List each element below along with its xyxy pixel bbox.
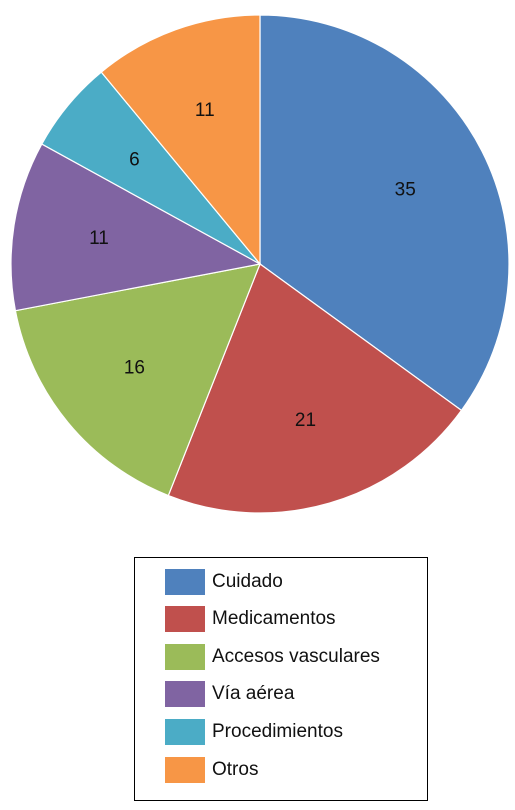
legend-swatch-otros bbox=[165, 757, 205, 783]
pie-slice-cuidado bbox=[259, 14, 510, 412]
legend-label: Cuidado bbox=[212, 571, 283, 592]
pie-slice-via-aerea bbox=[10, 143, 262, 312]
pie-slice-medicamentos bbox=[167, 263, 463, 514]
legend-label: Medicamentos bbox=[212, 608, 336, 629]
legend-swatch-via-aerea bbox=[165, 681, 205, 707]
pie-slice-accesos-vasculares bbox=[14, 263, 261, 497]
pie-slices bbox=[10, 14, 510, 514]
slice-data-label: 35 bbox=[395, 180, 416, 201]
legend-item-procedimientos: Procedimientos bbox=[165, 717, 343, 747]
legend-label: Otros bbox=[212, 759, 259, 780]
slice-data-label: 21 bbox=[295, 410, 316, 431]
legend-item-accesos-vasculares: Accesos vasculares bbox=[165, 642, 380, 672]
legend-item-cuidado: Cuidado bbox=[165, 567, 283, 597]
slice-data-label: 11 bbox=[195, 100, 215, 121]
legend-item-otros: Otros bbox=[165, 755, 258, 785]
legend-item-medicamentos: Medicamentos bbox=[165, 604, 336, 634]
pie-data-labels: 35 21 16 11 6 11 bbox=[89, 100, 416, 431]
legend-swatch-procedimientos bbox=[165, 719, 205, 745]
slice-data-label: 16 bbox=[124, 357, 145, 378]
pie-chart: 35 21 16 11 6 11 bbox=[10, 14, 510, 514]
slice-data-label: 6 bbox=[129, 150, 140, 171]
legend-swatch-medicamentos bbox=[165, 606, 205, 632]
legend-label: Accesos vasculares bbox=[212, 646, 380, 667]
legend-label: Vía aérea bbox=[212, 683, 295, 704]
chart-legend: Cuidado Medicamentos Accesos vasculares … bbox=[134, 557, 428, 801]
slice-data-label: 11 bbox=[89, 228, 109, 249]
legend-label: Procedimientos bbox=[212, 721, 343, 742]
legend-swatch-accesos-vasculares bbox=[165, 644, 205, 670]
legend-item-via-aerea: Vía aérea bbox=[165, 679, 294, 709]
legend-swatch-cuidado bbox=[165, 569, 205, 595]
pie-slice-otros bbox=[100, 14, 261, 266]
